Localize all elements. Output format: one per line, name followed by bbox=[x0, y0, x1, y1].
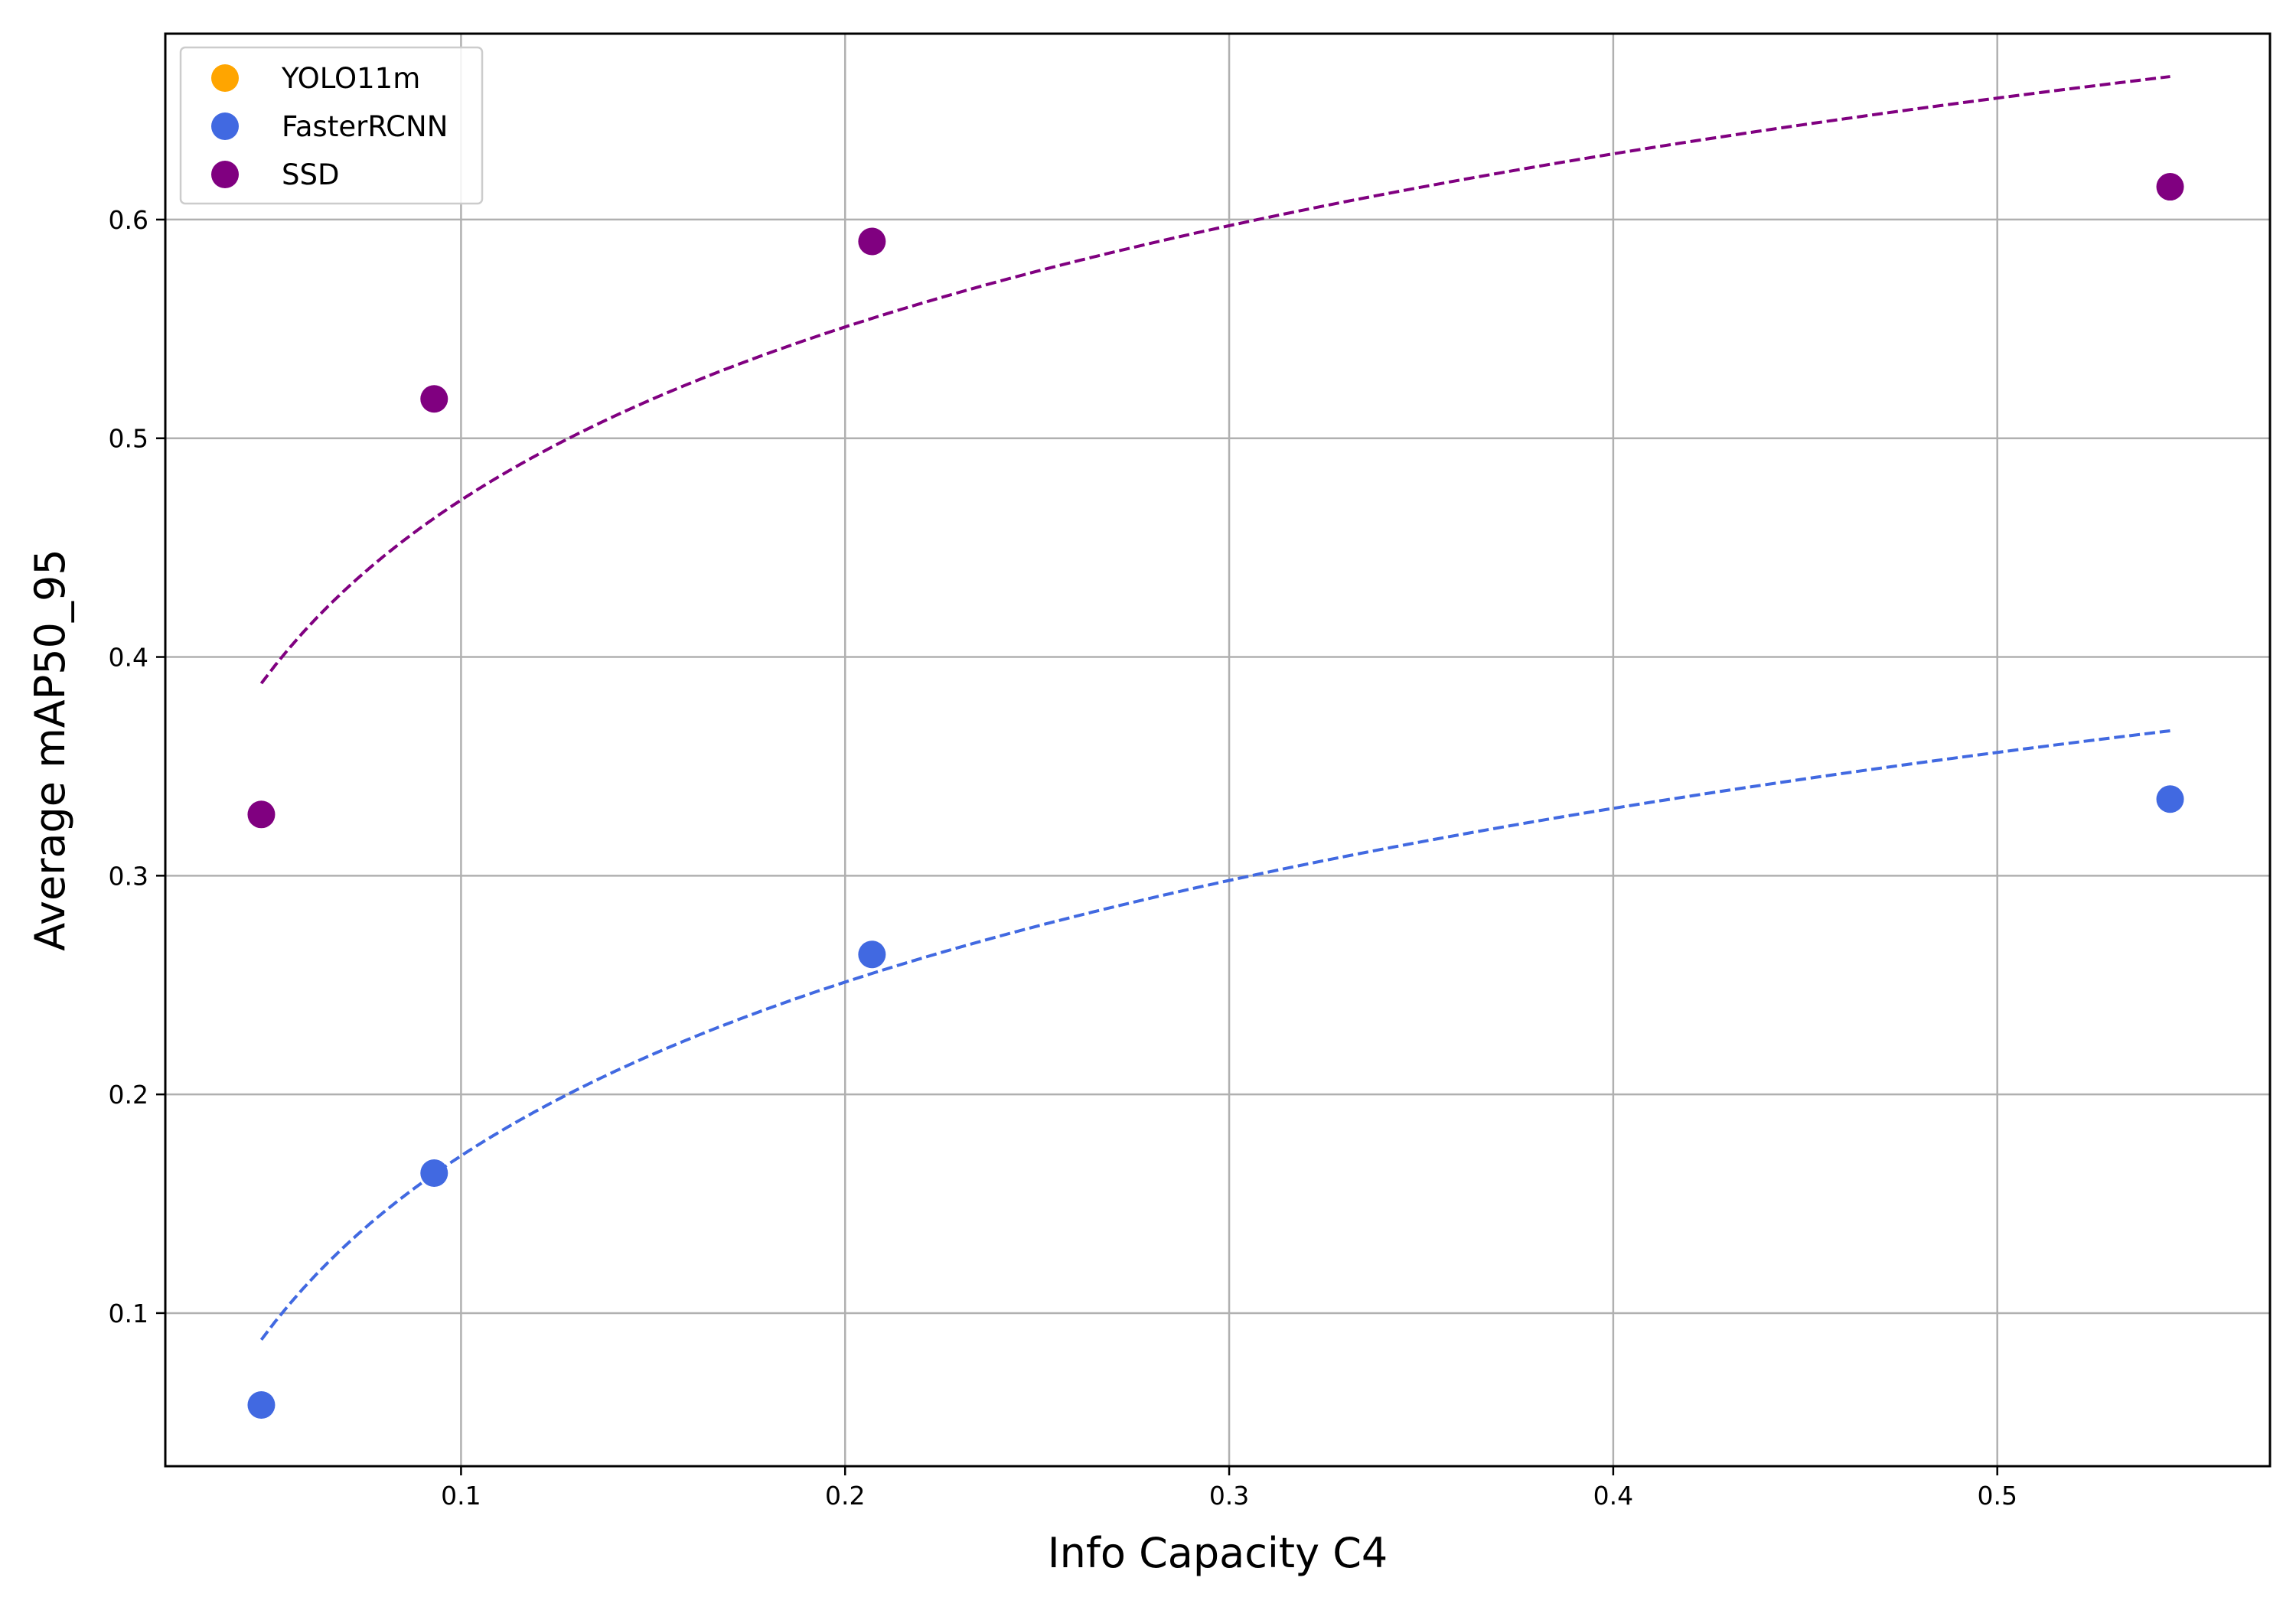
data-points bbox=[247, 173, 2184, 1419]
x-tick-label: 0.1 bbox=[441, 1481, 481, 1511]
legend-label-ssd: SSD bbox=[282, 158, 339, 191]
plot-frame bbox=[164, 32, 2272, 1468]
y-tick-label: 0.5 bbox=[109, 424, 148, 454]
grid-lines bbox=[165, 34, 2270, 1466]
ssd-point bbox=[247, 800, 276, 829]
y-tick-label: 0.1 bbox=[109, 1299, 148, 1328]
legend-box bbox=[179, 46, 484, 205]
x-tick-label: 0.5 bbox=[1977, 1481, 2017, 1511]
legend-marker-ssd bbox=[211, 161, 239, 188]
y-axis-label: Average mAP50_95 bbox=[26, 549, 74, 950]
trend-lines bbox=[259, 75, 2170, 1341]
ssd-point bbox=[858, 227, 886, 256]
fasterrcnn-point bbox=[247, 1390, 276, 1419]
fasterrcnn-point bbox=[420, 1159, 448, 1188]
legend-marker-yolo11m bbox=[211, 64, 239, 92]
y-tick-label: 0.2 bbox=[109, 1080, 148, 1110]
legend-label-yolo11m: YOLO11m bbox=[281, 62, 420, 95]
x-tick-label: 0.4 bbox=[1593, 1481, 1633, 1511]
legend-label-fasterrcnn: FasterRCNN bbox=[282, 110, 448, 143]
ssd-point bbox=[420, 385, 448, 413]
fasterrcnn-point bbox=[2156, 785, 2184, 813]
x-axis-label: Info Capacity C4 bbox=[1048, 1529, 1388, 1577]
y-tick-label: 0.4 bbox=[109, 643, 148, 673]
fasterrcnn-trend-line bbox=[259, 729, 2170, 1341]
axis-ticks: 0.1 0.2 0.3 0.4 0.5 0.1 0.2 0.3 0.4 0.5 0.6 bbox=[109, 205, 2017, 1511]
y-tick-label: 0.3 bbox=[109, 861, 148, 891]
x-tick-label: 0.2 bbox=[825, 1481, 865, 1511]
ssd-point bbox=[2156, 173, 2184, 201]
legend: YOLO11m FasterRCNN SSD bbox=[179, 46, 484, 205]
fasterrcnn-point bbox=[858, 940, 886, 969]
ssd-trend-line bbox=[259, 75, 2170, 685]
y-tick-label: 0.6 bbox=[109, 205, 148, 235]
x-tick-label: 0.3 bbox=[1209, 1481, 1249, 1511]
legend-marker-fasterrcnn bbox=[211, 112, 239, 140]
